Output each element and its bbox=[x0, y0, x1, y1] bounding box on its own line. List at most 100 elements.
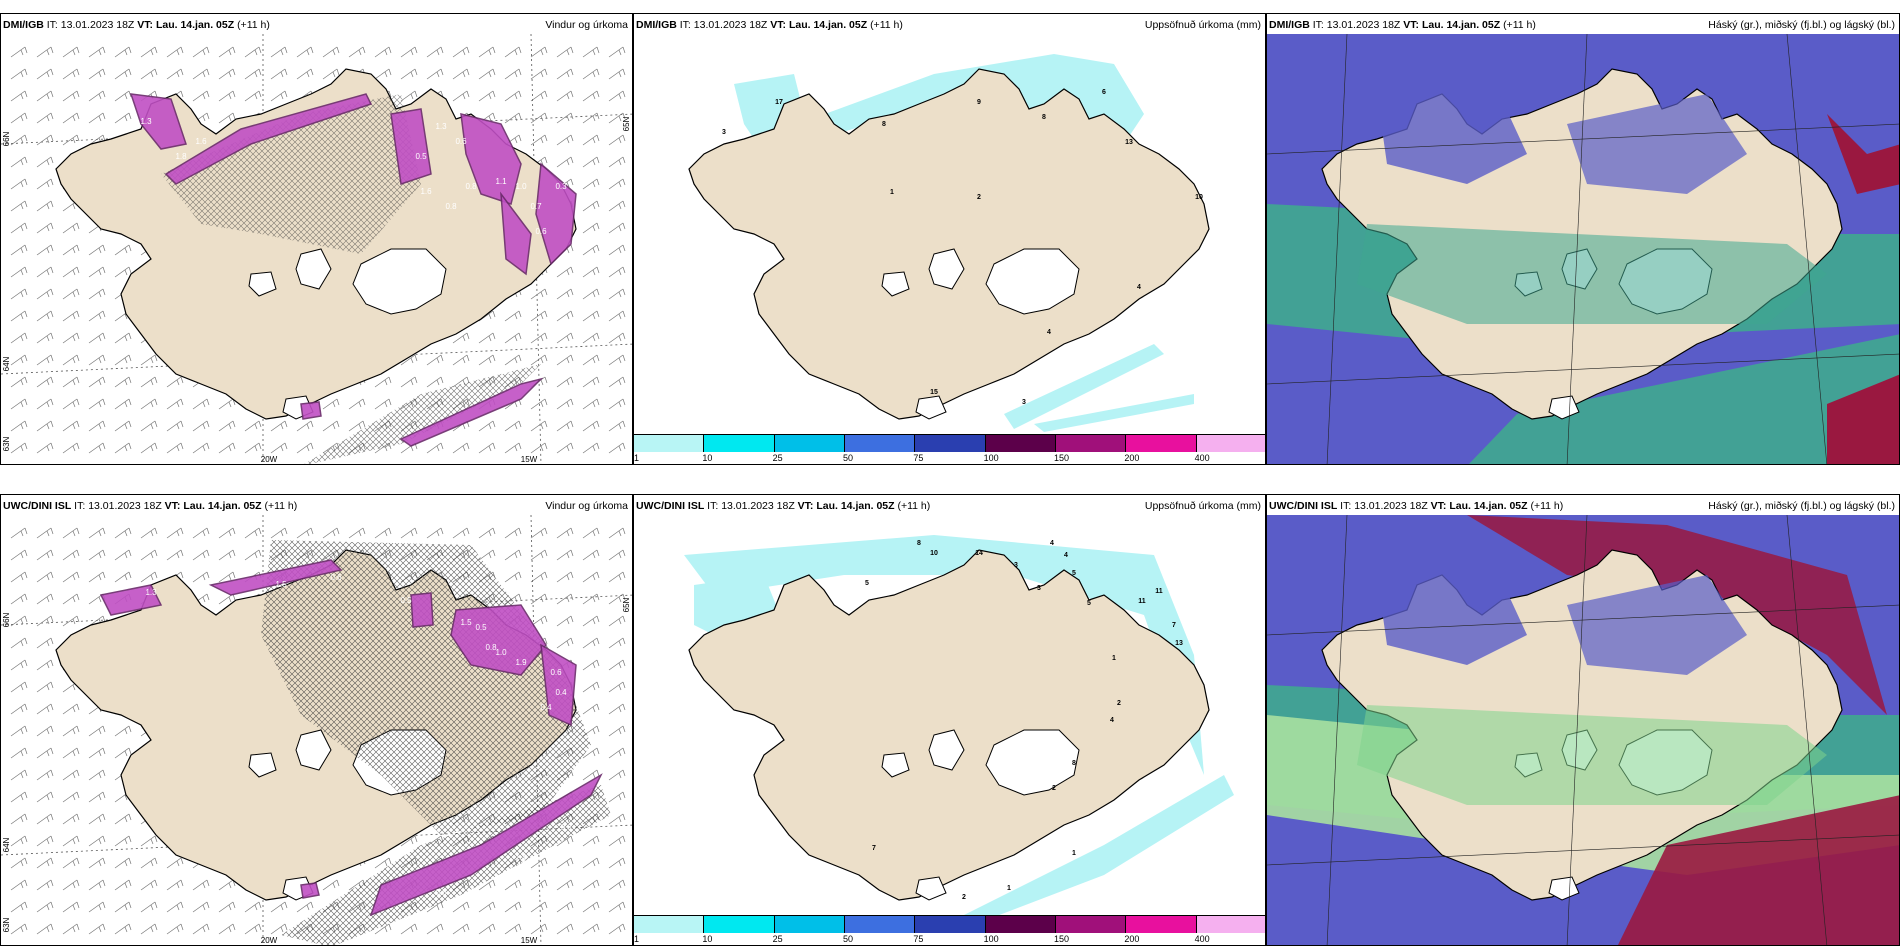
wind-barb bbox=[140, 46, 158, 58]
precip-value: 5 bbox=[1087, 600, 1091, 607]
wind-barb bbox=[504, 354, 522, 366]
wind-barb bbox=[452, 68, 470, 80]
wind-barb bbox=[244, 420, 262, 432]
precip-area bbox=[500, 191, 532, 276]
lon-label: 15W bbox=[521, 455, 538, 464]
precip-value: 0.5 bbox=[400, 596, 412, 605]
wind-map: 0.61.51.30.51.50.50.81.01.90.60.40.40.61… bbox=[1, 515, 632, 945]
wind-barb bbox=[10, 879, 28, 891]
precip-value: 1.3 bbox=[140, 117, 152, 126]
wind-barb bbox=[582, 156, 600, 168]
wind-barb bbox=[62, 769, 80, 781]
wind-barb bbox=[556, 354, 574, 366]
wind-barb bbox=[88, 879, 106, 891]
precip-area bbox=[99, 584, 163, 616]
wind-barb bbox=[36, 747, 54, 759]
wind-barb bbox=[582, 879, 600, 891]
wind-barb bbox=[608, 420, 626, 432]
wind-barb bbox=[244, 46, 262, 58]
precip-value: 1.8 bbox=[175, 152, 187, 161]
glacier bbox=[1548, 395, 1580, 420]
glacier bbox=[881, 271, 910, 297]
wind-barb bbox=[166, 879, 184, 891]
wind-barb bbox=[140, 420, 158, 432]
wind-barb bbox=[270, 90, 288, 102]
wind-barb bbox=[582, 134, 600, 146]
wind-barb bbox=[556, 112, 574, 124]
colorbar-tick: 100 bbox=[983, 934, 999, 944]
wind-barb bbox=[582, 420, 600, 432]
precip-value: 9 bbox=[977, 99, 981, 106]
wind-barb bbox=[556, 156, 574, 168]
wind-barb bbox=[36, 310, 54, 322]
graticule-line bbox=[1267, 604, 1899, 636]
wind-barb bbox=[556, 879, 574, 891]
wind-barb bbox=[36, 46, 54, 58]
precip-value: 1.5 bbox=[460, 618, 472, 627]
wind-barb bbox=[114, 112, 132, 124]
wind-barb bbox=[62, 901, 80, 913]
wind-barb bbox=[556, 857, 574, 869]
wind-barb bbox=[478, 46, 496, 58]
wind-barb bbox=[10, 615, 28, 627]
wind-barb bbox=[530, 901, 548, 913]
glacier bbox=[928, 729, 965, 771]
wind-barb bbox=[192, 398, 210, 410]
panel-header: UWC/DINI ISL IT: 13.01.2023 18Z VT: Lau.… bbox=[3, 500, 628, 512]
wind-barb bbox=[426, 376, 444, 388]
precip-area bbox=[208, 559, 343, 596]
wind-barb bbox=[88, 112, 106, 124]
glacier bbox=[985, 248, 1080, 315]
wind-barb bbox=[608, 901, 626, 913]
wind-barb bbox=[218, 398, 236, 410]
wind-barb bbox=[218, 420, 236, 432]
wind-barb bbox=[114, 549, 132, 561]
wind-barb bbox=[244, 68, 262, 80]
wind-barb bbox=[36, 923, 54, 935]
wind-barb bbox=[88, 420, 106, 432]
wind-barb bbox=[10, 442, 28, 454]
precip-area bbox=[1004, 344, 1164, 429]
wind-barb bbox=[582, 659, 600, 671]
wind-barb bbox=[322, 879, 340, 891]
wind-barb bbox=[10, 46, 28, 58]
wind-barb bbox=[140, 571, 158, 583]
wind-barb bbox=[62, 835, 80, 847]
wind-barb bbox=[10, 813, 28, 825]
wind-barb bbox=[114, 879, 132, 891]
wind-barb bbox=[556, 442, 574, 454]
wind-barb bbox=[192, 923, 210, 935]
wind-barb bbox=[452, 332, 470, 344]
wind-barb bbox=[556, 593, 574, 605]
wind-barb bbox=[62, 813, 80, 825]
wind-barb bbox=[608, 725, 626, 737]
wind-barb bbox=[10, 354, 28, 366]
wind-barb bbox=[452, 90, 470, 102]
wind-barb bbox=[166, 46, 184, 58]
wind-barb bbox=[608, 659, 626, 671]
precip-value: 8 bbox=[1042, 114, 1046, 121]
colorbar-tick: 25 bbox=[772, 453, 783, 463]
wind-barb bbox=[530, 288, 548, 300]
wind-barb bbox=[478, 923, 496, 935]
wind-barb bbox=[62, 244, 80, 256]
wind-barb bbox=[166, 68, 184, 80]
wind-barb bbox=[166, 376, 184, 388]
graticule-line bbox=[1566, 34, 1588, 464]
wind-barb bbox=[140, 354, 158, 366]
wind-barb bbox=[504, 46, 522, 58]
wind-barb bbox=[348, 46, 366, 58]
high-cloud-area bbox=[1827, 374, 1899, 464]
wind-barb bbox=[62, 527, 80, 539]
high-cloud-area bbox=[1377, 570, 1527, 665]
wind-barb bbox=[10, 703, 28, 715]
lon-label: 20W bbox=[261, 455, 278, 464]
wind-barb bbox=[426, 68, 444, 80]
wind-barb bbox=[192, 527, 210, 539]
precip-value: 1.4 bbox=[515, 853, 527, 862]
wind-barb bbox=[426, 527, 444, 539]
precip-value: 4 bbox=[1047, 329, 1051, 336]
precip-value: 14 bbox=[975, 550, 983, 557]
glacier bbox=[881, 752, 910, 778]
precip-value: 1.0 bbox=[495, 648, 507, 657]
